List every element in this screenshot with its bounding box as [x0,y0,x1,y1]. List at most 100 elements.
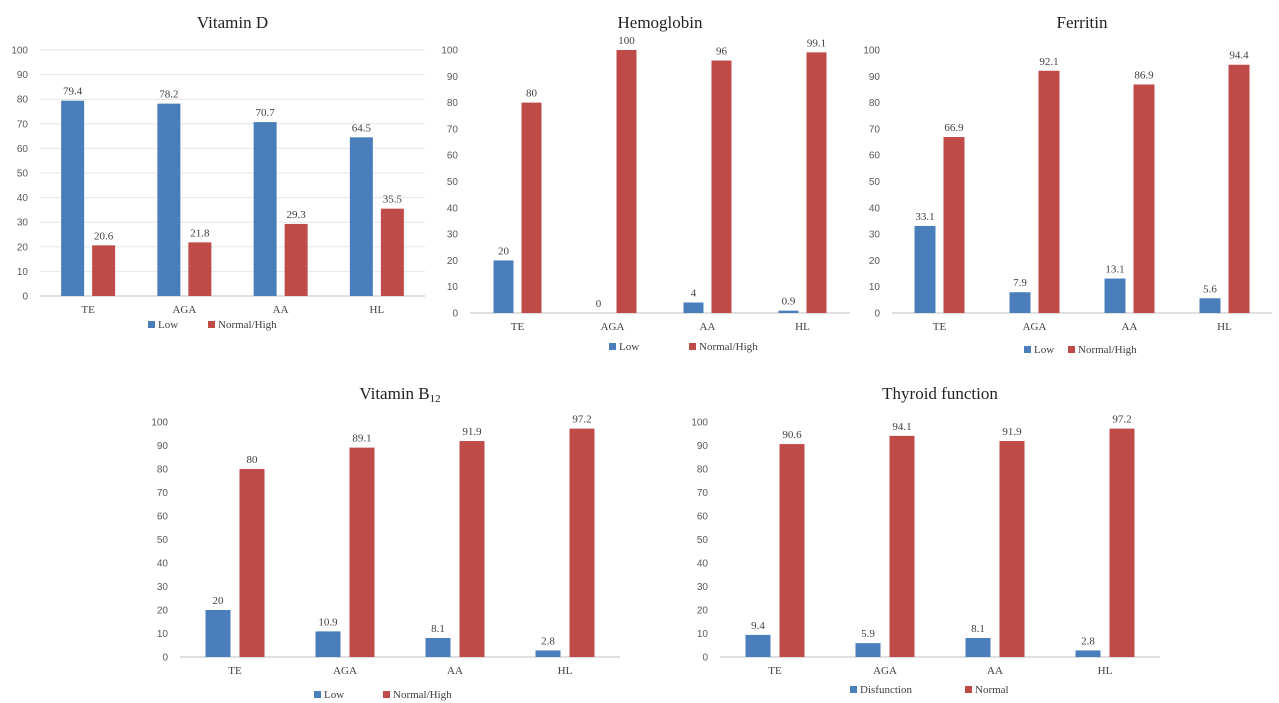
x-category-label: TE [511,321,525,333]
bar-low-aa [425,637,451,657]
legend-label-normal: Normal [975,684,1009,696]
y-tick-label: 70 [447,124,459,135]
data-label-disfunction-te: 9.4 [751,620,765,632]
data-label-normal-high-hl: 97.2 [572,414,591,426]
y-tick-label: 30 [17,218,29,229]
chart-vitamin-d: Vitamin D 0 10 20 30 40 50 60 70 80 90 100 79.4 20.6 T… [0,0,440,340]
y-tick-label: 60 [869,151,881,162]
y-tick-label: 70 [17,119,29,130]
data-label-low-hl: 2.8 [541,635,555,647]
bar-low-aa [253,122,277,296]
bar-normal-high-te [943,137,965,313]
data-label-low-te: 33.1 [915,211,934,223]
data-label-normal-high-te: 80 [526,88,538,100]
y-tick-label: 80 [157,465,169,476]
data-label-low-hl: 64.5 [352,122,372,134]
data-label-low-aga: 7.9 [1013,277,1027,289]
data-label-low-aga: 78.2 [159,89,178,101]
data-label-low-aa: 13.1 [1105,264,1124,276]
data-label-normal-high-aga: 89.1 [352,433,371,445]
bar-low-te [205,610,231,657]
chart-title: Vitamin B12 [359,384,440,405]
y-tick-label: 10 [157,629,169,640]
data-label-normal-high-hl: 99.1 [807,37,826,49]
legend-swatch-normal [965,686,972,693]
bar-disfunction-te [745,634,771,657]
y-tick-label: 90 [157,441,169,452]
y-tick-label: 20 [157,606,169,617]
y-tick-label: 90 [447,72,459,83]
bar-low-hl [778,310,799,313]
chart-title: Hemoglobin [618,13,703,32]
chart-hemoglobin: Hemoglobin 0 10 20 30 40 50 60 70 80 90 100 20 80 TE 0 1… [441,0,860,365]
data-label-low-aa: 8.1 [431,623,445,635]
chart-title: Vitamin D [197,13,268,32]
x-category-label: HL [1098,665,1113,677]
y-tick-label: 100 [691,418,708,429]
y-tick-label: 50 [447,177,459,188]
x-category-label: HL [370,304,385,316]
y-tick-label: 20 [697,606,709,617]
data-label-normal-high-hl: 94.4 [1229,50,1249,62]
legend-label-low: Low [158,319,178,331]
data-label-low-te: 20 [213,595,225,607]
data-label-disfunction-aga: 5.9 [861,628,875,640]
legend-swatch-low [609,343,616,350]
bar-low-aga [1009,292,1031,313]
data-label-normal-high-te: 66.9 [944,122,964,134]
legend-swatch-disfunction [850,686,857,693]
bar-low-aa [683,302,704,313]
data-label-normal-aga: 94.1 [892,421,911,433]
bar-normal-high-hl [569,428,595,657]
bar-normal-aga [889,435,915,657]
x-category-label: AGA [873,665,897,677]
x-category-label: AA [273,304,289,316]
y-tick-label: 10 [869,282,881,293]
y-tick-label: 0 [22,292,28,303]
data-label-normal-high-aga: 100 [618,35,635,47]
legend-swatch-normal-high [689,343,696,350]
bar-low-te [61,100,85,297]
data-label-normal-high-aga: 21.8 [190,227,210,239]
y-tick-label: 20 [869,256,881,267]
y-tick-label: 70 [869,124,881,135]
bar-normal-high-hl [1228,64,1250,313]
legend-label-normal-high: Normal/High [218,319,277,331]
data-label-normal-high-hl: 35.5 [383,194,403,206]
x-category-label: AGA [172,304,196,316]
bar-normal-high-aa [284,223,308,296]
x-category-label: HL [1217,321,1232,333]
bar-low-hl [349,137,373,296]
y-tick-label: 40 [447,203,459,214]
data-label-normal-aa: 91.9 [1002,426,1022,438]
y-tick-label: 20 [447,256,459,267]
bar-normal-high-aga [349,447,375,657]
legend-label-low: Low [619,341,639,353]
data-label-normal-high-te: 20.6 [94,230,114,242]
bar-normal-high-te [239,469,265,657]
y-tick-label: 70 [697,488,709,499]
x-category-label: AGA [601,321,625,333]
x-category-label: AA [987,665,1003,677]
x-category-label: TE [81,304,95,316]
bar-normal-high-hl [380,208,404,296]
y-tick-label: 40 [697,559,709,570]
x-category-label: AGA [1023,321,1047,333]
data-label-normal-high-aa: 91.9 [462,426,482,438]
data-label-low-aga: 0 [596,298,602,310]
y-tick-label: 100 [151,418,168,429]
legend-swatch-low [1024,346,1031,353]
y-tick-label: 60 [447,151,459,162]
data-label-disfunction-aa: 8.1 [971,623,985,635]
legend-label-disfunction: Disfunction [860,684,912,696]
data-label-normal-high-aga: 92.1 [1039,56,1058,68]
legend-swatch-normal-high [208,321,215,328]
y-tick-label: 80 [697,465,709,476]
x-category-label: TE [228,665,242,677]
data-label-low-hl: 0.9 [782,296,796,308]
bar-normal-high-aa [459,441,485,657]
y-tick-label: 50 [869,177,881,188]
y-tick-label: 80 [869,98,881,109]
bar-normal-high-te [521,102,542,313]
y-tick-label: 10 [17,267,29,278]
